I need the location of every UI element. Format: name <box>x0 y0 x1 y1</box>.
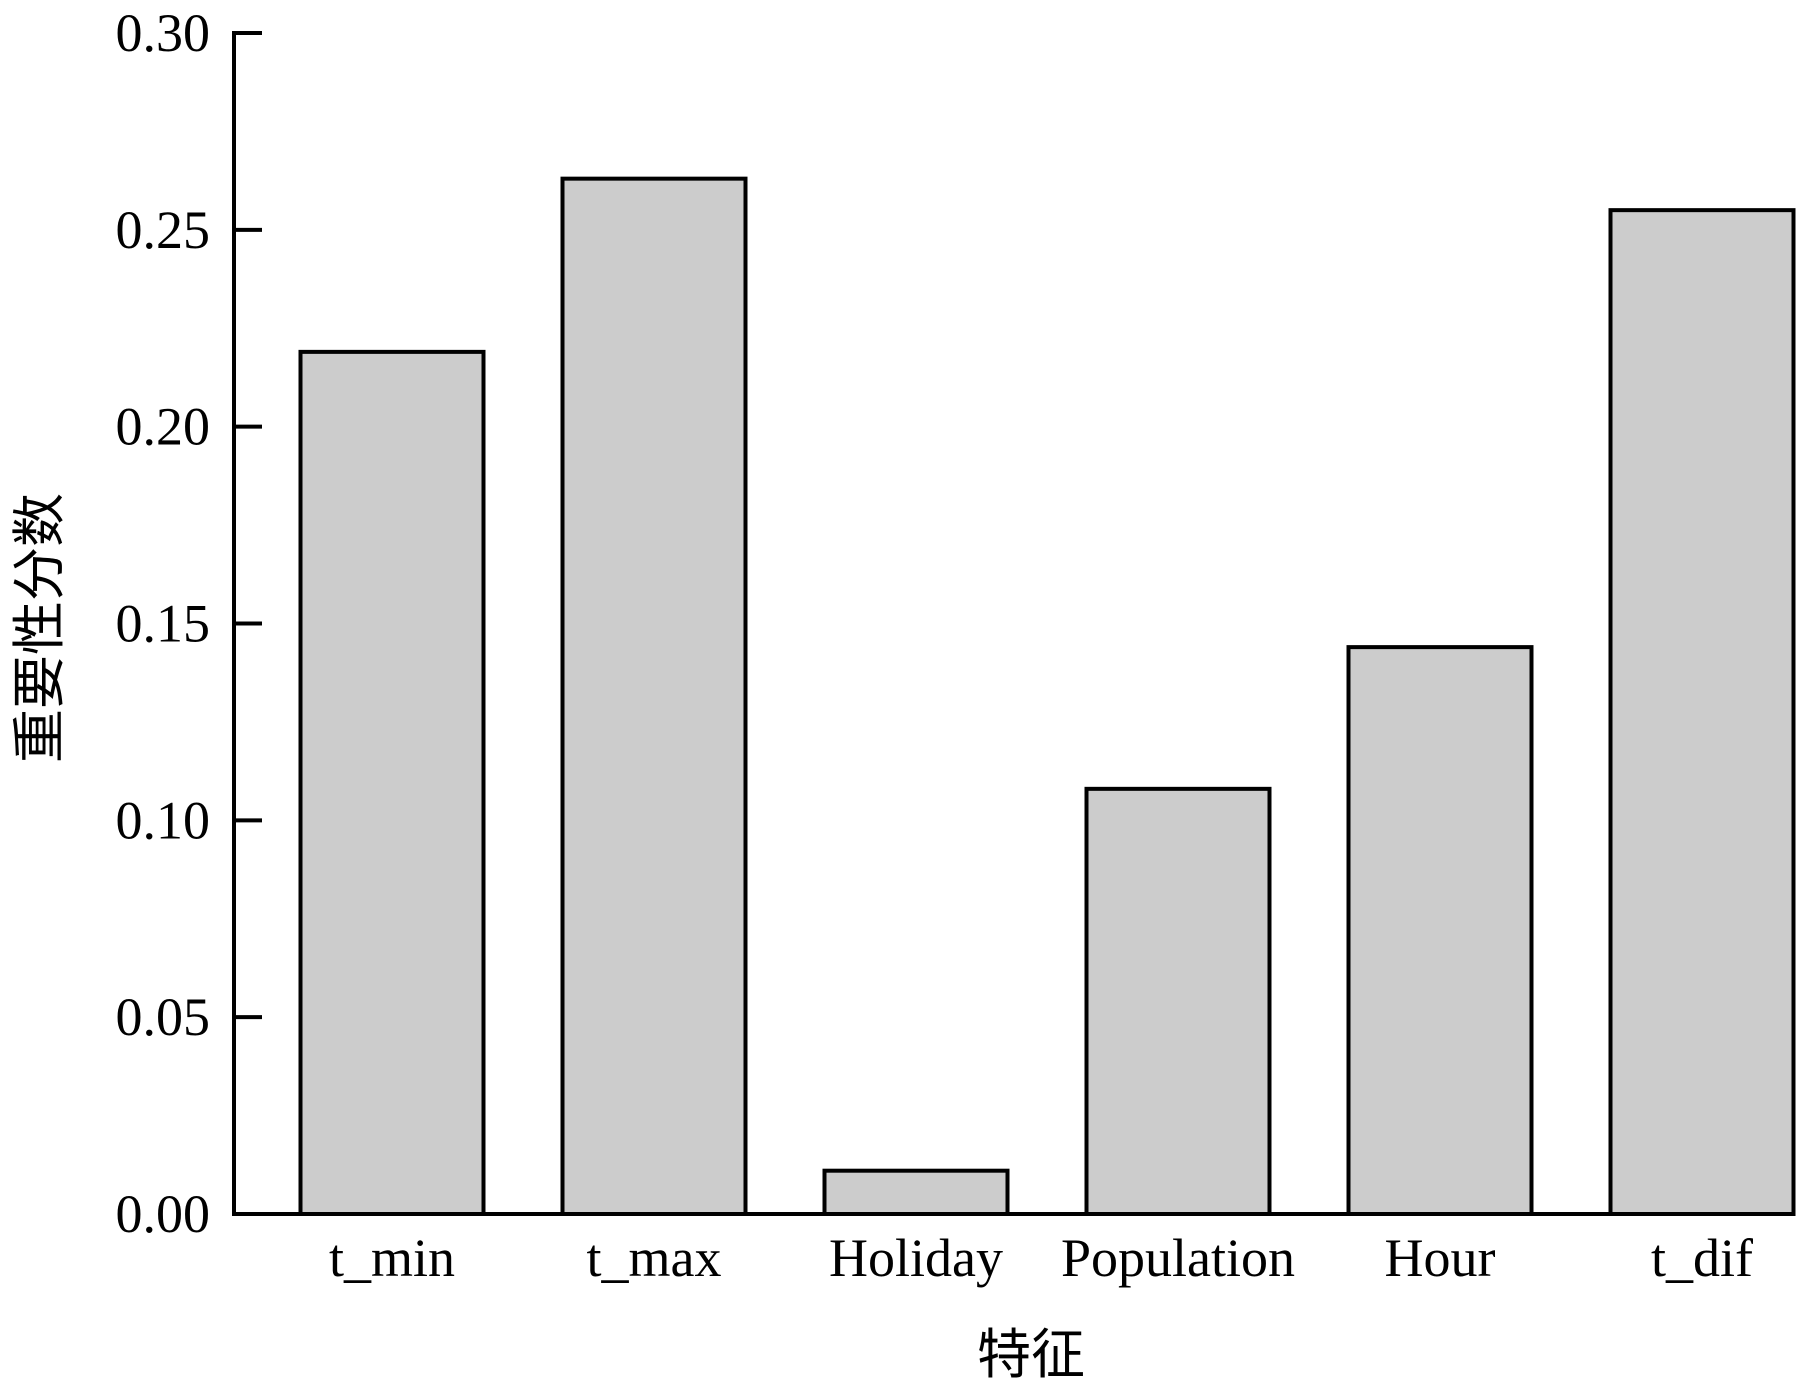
x-tick-labels: t_min t_max Holiday Population Hour t_dif <box>329 1228 1753 1288</box>
y-axis: 0.00 0.05 0.10 0.15 0.20 0.25 0.30 <box>116 3 262 1244</box>
y-tick-label: 0.10 <box>116 790 211 850</box>
y-tick-label: 0.30 <box>116 3 211 63</box>
y-tick-label: 0.15 <box>116 594 211 654</box>
bars-group <box>298 176 1796 1217</box>
x-axis: t_min t_max Holiday Population Hour t_dif <box>232 1212 1793 1288</box>
y-tick-label: 0.05 <box>116 987 211 1047</box>
x-tick-label: Hour <box>1385 1228 1496 1288</box>
bar-hour <box>1346 645 1534 1216</box>
y-tick-label: 0.25 <box>116 200 211 260</box>
bar-t-min <box>298 349 486 1216</box>
y-axis-title: 重要性分数 <box>10 493 70 763</box>
bar-holiday <box>822 1168 1010 1216</box>
bar-population <box>1084 786 1272 1217</box>
x-tick-label: Holiday <box>829 1228 1003 1288</box>
bar-t-max <box>560 176 748 1217</box>
bar-t-dif <box>1608 208 1796 1216</box>
x-tick-label: Population <box>1061 1228 1295 1288</box>
y-tick-label: 0.20 <box>116 397 211 457</box>
x-tick-label: t_dif <box>1651 1228 1753 1288</box>
y-tick-label: 0.00 <box>116 1184 211 1244</box>
y-ticks: 0.00 0.05 0.10 0.15 0.20 0.25 0.30 <box>116 3 262 1244</box>
x-tick-label: t_max <box>587 1228 722 1288</box>
x-axis-title: 特征 <box>977 1325 1085 1385</box>
x-tick-label: t_min <box>329 1228 455 1288</box>
